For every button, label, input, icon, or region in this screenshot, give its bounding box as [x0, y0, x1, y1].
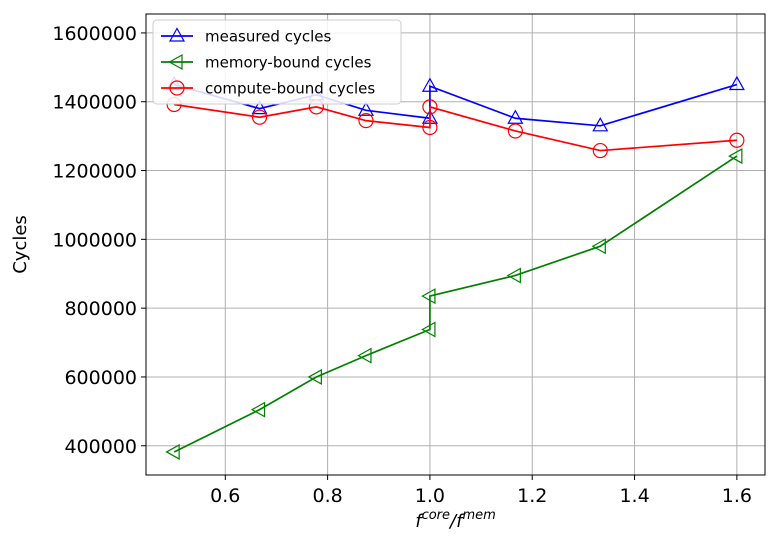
data-point [729, 132, 745, 148]
data-point [357, 101, 374, 116]
y-axis-ticks: 400000 600000 800000 1000000 1200000 1400000 1… [52, 23, 146, 458]
data-point [591, 238, 606, 255]
x-axis-label-base: f [415, 511, 424, 532]
legend-marker [168, 27, 186, 42]
legend-marker [168, 53, 183, 71]
data-point [507, 123, 523, 139]
series-memory-bound-cycles [165, 148, 743, 460]
data-point [728, 75, 745, 91]
data-point [728, 148, 743, 165]
legend-item: compute-bound cycles [161, 80, 375, 98]
x-tick-label: 1.2 [517, 485, 547, 507]
x-tick-label: 1.6 [722, 485, 752, 507]
data-point [165, 443, 180, 460]
y-tick-label: 600000 [64, 367, 137, 389]
legend-item: memory-bound cycles [161, 54, 372, 72]
y-tick-label: 1400000 [52, 92, 137, 114]
y-axis-label: Cycles [10, 215, 31, 274]
data-point [421, 321, 436, 338]
data-point [421, 77, 438, 92]
data-point [251, 99, 268, 115]
y-tick-label: 800000 [64, 298, 137, 320]
legend-item: measured cycles [161, 27, 331, 46]
y-tick-label: 1600000 [52, 23, 137, 45]
data-point [592, 142, 608, 159]
data-point [307, 368, 322, 385]
legend-label: compute-bound cycles [205, 80, 375, 98]
legend-box [152, 19, 402, 105]
series-line [174, 103, 737, 152]
x-tick-label: 1.4 [619, 485, 649, 507]
x-tick-label: 1.0 [415, 485, 445, 507]
x-tick-label: 0.6 [210, 485, 240, 507]
y-tick-label: 1000000 [52, 229, 137, 251]
x-tick-label: 0.8 [312, 485, 342, 507]
data-point [421, 288, 436, 305]
data-point [251, 109, 268, 125]
y-tick-label: 1200000 [52, 161, 137, 183]
x-axis-ticks: 0.6 0.8 1.0 1.2 1.4 1.6 [210, 475, 752, 507]
x-axis-label-sup-core: core [422, 508, 450, 523]
x-axis-label: fcore/fmem [415, 508, 496, 532]
data-point [422, 99, 438, 115]
data-point [357, 347, 372, 364]
x-axis-label-sep: /f [448, 511, 465, 532]
data-point [507, 109, 524, 124]
plot-frame [145, 13, 766, 476]
series-line [173, 155, 738, 453]
data-point [250, 401, 266, 418]
legend: measured cycles memory-bound cycles comput… [152, 19, 402, 105]
data-point [422, 119, 438, 136]
data-point [592, 117, 609, 132]
legend-label: measured cycles [205, 28, 331, 46]
data-point [358, 113, 374, 129]
data-point [506, 267, 521, 284]
x-axis-label-sup-mem: mem [462, 508, 495, 523]
y-tick-label: 400000 [64, 436, 137, 458]
legend-marker [169, 80, 185, 96]
legend-label: memory-bound cycles [205, 54, 372, 72]
